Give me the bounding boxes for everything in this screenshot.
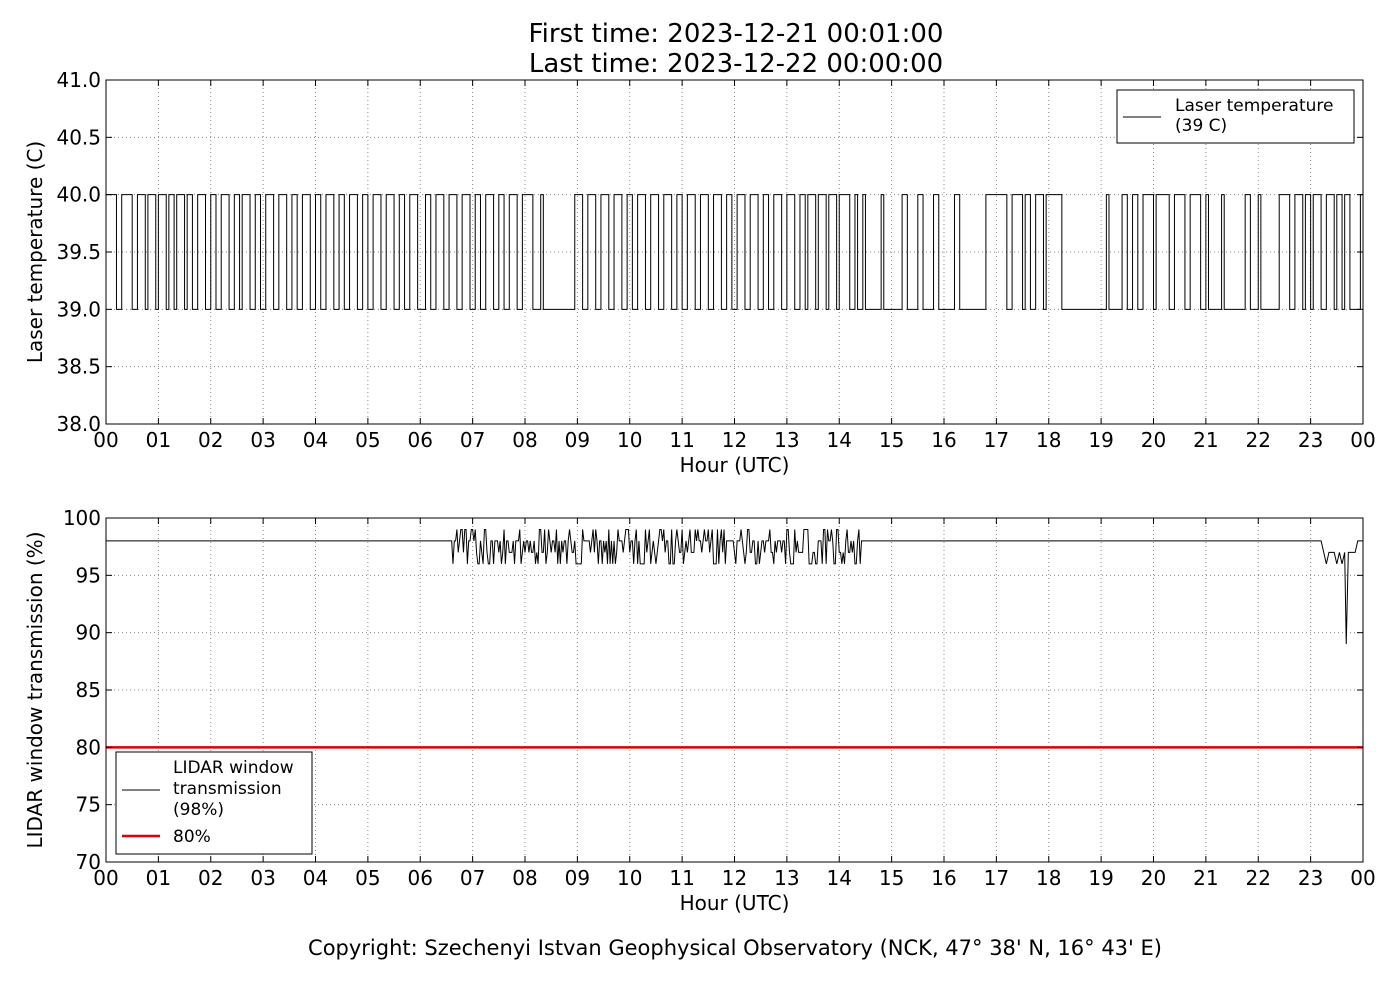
x-tick-label: 22 bbox=[1246, 866, 1271, 890]
x-tick-label: 02 bbox=[198, 866, 223, 890]
y-tick-label: 38.5 bbox=[56, 355, 101, 379]
x-tick-label: 20 bbox=[1141, 866, 1166, 890]
x-tick-label: 22 bbox=[1246, 428, 1271, 452]
x-tick-label: 02 bbox=[198, 428, 223, 452]
x-tick-label: 01 bbox=[146, 428, 171, 452]
legend-label-transmission: transmission bbox=[173, 779, 282, 799]
y-tick-label: 85 bbox=[76, 678, 101, 702]
x-tick-label: 03 bbox=[250, 866, 275, 890]
y-tick-label: 38.0 bbox=[56, 412, 101, 436]
x-tick-label: 17 bbox=[984, 428, 1009, 452]
y-tick-label: 100 bbox=[63, 506, 101, 530]
x-tick-label: 00 bbox=[1350, 428, 1375, 452]
first-time-title: First time: 2023-12-21 00:01:00 bbox=[528, 19, 944, 49]
x-tick-label: 09 bbox=[565, 866, 590, 890]
x-tick-label: 01 bbox=[146, 866, 171, 890]
x-tick-label: 11 bbox=[669, 866, 694, 890]
y-tick-label: 75 bbox=[76, 793, 101, 817]
x-tick-label: 09 bbox=[565, 428, 590, 452]
x-tick-label: 04 bbox=[303, 866, 328, 890]
x-tick-label: 19 bbox=[1088, 428, 1113, 452]
y-axis-label: LIDAR window transmission (%) bbox=[23, 532, 47, 849]
y-tick-label: 95 bbox=[76, 563, 101, 587]
x-tick-label: 18 bbox=[1036, 428, 1061, 452]
x-tick-label: 21 bbox=[1193, 866, 1218, 890]
x-tick-label: 18 bbox=[1036, 866, 1061, 890]
x-tick-label: 12 bbox=[722, 428, 747, 452]
x-tick-label: 14 bbox=[827, 428, 852, 452]
y-tick-label: 41.0 bbox=[56, 68, 101, 92]
x-tick-label: 10 bbox=[617, 428, 642, 452]
x-tick-label: 13 bbox=[774, 866, 799, 890]
panel-2 bbox=[105, 517, 1364, 863]
x-tick-label: 06 bbox=[408, 866, 433, 890]
x-tick-label: 06 bbox=[408, 428, 433, 452]
y-tick-label: 70 bbox=[76, 850, 101, 874]
x-tick-label: 23 bbox=[1298, 866, 1323, 890]
y-tick-label: 40.0 bbox=[56, 183, 101, 207]
x-tick-label: 05 bbox=[355, 866, 380, 890]
y-tick-label: 40.5 bbox=[56, 125, 101, 149]
x-tick-label: 00 bbox=[93, 866, 118, 890]
x-tick-label: 16 bbox=[931, 866, 956, 890]
x-tick-label: 08 bbox=[512, 428, 537, 452]
x-tick-label: 07 bbox=[460, 866, 485, 890]
y-tick-label: 90 bbox=[76, 621, 101, 645]
x-tick-label: 16 bbox=[931, 428, 956, 452]
x-tick-label: 14 bbox=[827, 866, 852, 890]
legend-label-transmission: LIDAR window bbox=[173, 758, 294, 778]
y-axis-label: Laser temperature (C) bbox=[23, 141, 47, 363]
x-tick-label: 08 bbox=[512, 866, 537, 890]
panel-1 bbox=[105, 79, 1364, 425]
x-tick-label: 05 bbox=[355, 428, 380, 452]
chart-figure: 00 01 02 03 04 05 06 07 08 09 10 11 12 13 14 15 16 17 18 19… bbox=[23, 68, 1376, 915]
x-tick-label: 15 bbox=[879, 428, 904, 452]
y-tick-label: 39.5 bbox=[56, 240, 101, 264]
x-axis-label: Hour (UTC) bbox=[680, 891, 790, 915]
x-tick-label: 20 bbox=[1141, 428, 1166, 452]
x-tick-label: 13 bbox=[774, 428, 799, 452]
series-line bbox=[105, 194, 1364, 310]
legend-label-transmission: (98%) bbox=[173, 800, 224, 820]
x-tick-label: 12 bbox=[722, 866, 747, 890]
x-tick-label: 00 bbox=[1350, 866, 1375, 890]
legend-label-threshold: 80% bbox=[173, 827, 211, 847]
copyright-text: Copyright: Szechenyi Istvan Geophysical … bbox=[308, 936, 1162, 960]
x-tick-label: 15 bbox=[879, 866, 904, 890]
series-line bbox=[106, 528, 1363, 645]
x-tick-label: 04 bbox=[303, 428, 328, 452]
legend-label-temperature: (39 C) bbox=[1175, 116, 1227, 136]
y-tick-label: 39.0 bbox=[56, 297, 101, 321]
last-time-title: Last time: 2023-12-22 00:00:00 bbox=[528, 49, 944, 79]
x-tick-label: 00 bbox=[93, 428, 118, 452]
x-tick-label: 03 bbox=[250, 428, 275, 452]
x-axis-label: Hour (UTC) bbox=[680, 453, 790, 477]
x-tick-label: 21 bbox=[1193, 428, 1218, 452]
x-tick-label: 11 bbox=[669, 428, 694, 452]
x-tick-label: 19 bbox=[1088, 866, 1113, 890]
x-tick-label: 23 bbox=[1298, 428, 1323, 452]
y-tick-label: 80 bbox=[76, 735, 101, 759]
x-tick-label: 17 bbox=[984, 866, 1009, 890]
x-tick-label: 07 bbox=[460, 428, 485, 452]
x-tick-label: 10 bbox=[617, 866, 642, 890]
legend-label-temperature: Laser temperature bbox=[1175, 96, 1333, 116]
